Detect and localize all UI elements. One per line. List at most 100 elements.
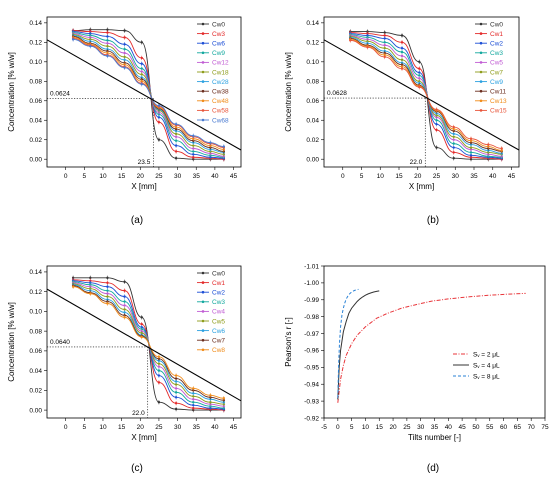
data-point bbox=[192, 406, 195, 410]
data-point bbox=[106, 285, 109, 288]
data-point bbox=[418, 74, 421, 77]
x-tick-label: 25 bbox=[155, 424, 163, 431]
data-point bbox=[123, 308, 126, 311]
legend-entry: Cw1 bbox=[490, 31, 503, 38]
legend-marker bbox=[201, 22, 205, 26]
x-tick-label: 40 bbox=[211, 173, 219, 180]
x-tick-label: 10 bbox=[377, 173, 385, 180]
data-point bbox=[106, 42, 109, 45]
legend-entry: Sᵥ = 8 μL bbox=[473, 374, 500, 381]
data-point bbox=[192, 156, 195, 159]
x-tick-label: 45 bbox=[459, 424, 467, 431]
legend-entry: Cw28 bbox=[212, 79, 229, 86]
data-point bbox=[123, 289, 126, 292]
legend-entry: Cw48 bbox=[212, 98, 229, 105]
data-point bbox=[106, 54, 109, 58]
x-tick-label: 40 bbox=[489, 173, 497, 180]
reference-line bbox=[324, 39, 519, 151]
y-tick-label: -0.93 bbox=[304, 398, 319, 405]
data-point bbox=[400, 50, 404, 54]
x-tick-label: -5 bbox=[321, 424, 327, 431]
data-point bbox=[174, 150, 178, 153]
data-point bbox=[123, 66, 126, 69]
data-point bbox=[123, 51, 126, 55]
data-point bbox=[106, 45, 109, 48]
legend-marker bbox=[201, 319, 205, 323]
series-line-cw12 bbox=[73, 33, 224, 157]
legend-marker bbox=[201, 329, 205, 332]
legend-marker bbox=[201, 348, 205, 352]
x-tick-label: 0 bbox=[64, 173, 68, 180]
data-point bbox=[89, 276, 92, 280]
reference-line bbox=[47, 288, 241, 402]
data-point bbox=[123, 55, 126, 59]
chart-panel-c: 0 5 10 15 20 25 30 35 40 45 0.00 0.02 0.04 0.06 0.08 0.… bbox=[7, 265, 242, 474]
y-tick-label: 0.12 bbox=[29, 40, 42, 47]
y-tick-label: 0.12 bbox=[29, 289, 42, 296]
x-tick-label: 50 bbox=[472, 424, 480, 431]
data-point bbox=[192, 150, 195, 153]
legend-marker bbox=[479, 109, 483, 112]
x-tick-label: 20 bbox=[137, 424, 145, 431]
data-point bbox=[400, 41, 404, 44]
data-point bbox=[435, 128, 438, 132]
data-point bbox=[192, 147, 195, 150]
legend-entry: Cw0 bbox=[212, 21, 225, 28]
data-point bbox=[123, 295, 126, 298]
x-axis-label: Tilts number [-] bbox=[408, 433, 461, 442]
legend-marker bbox=[479, 32, 483, 35]
y-tick-label: 0.10 bbox=[29, 59, 42, 66]
series-line-0 bbox=[337, 292, 526, 403]
series-line-cw38 bbox=[73, 36, 224, 152]
data-point bbox=[192, 395, 195, 398]
legend-entry: Cw15 bbox=[490, 108, 507, 115]
data-point bbox=[174, 401, 178, 405]
legend-marker bbox=[201, 32, 205, 35]
data-point bbox=[174, 122, 178, 126]
series-line-cw2 bbox=[350, 33, 502, 159]
data-point bbox=[123, 47, 126, 51]
x-tick-label: 0 bbox=[64, 424, 68, 431]
legend-entry: Sᵥ = 4 μL bbox=[473, 363, 500, 370]
x-tick-label: 25 bbox=[155, 173, 163, 180]
legend-entry: Cw68 bbox=[212, 117, 229, 124]
data-point bbox=[452, 142, 455, 145]
data-point bbox=[452, 146, 455, 149]
series-line-cw48 bbox=[73, 37, 224, 150]
y-axis-label: Concentration [% w/w] bbox=[7, 302, 16, 382]
data-point bbox=[123, 304, 126, 307]
data-point bbox=[140, 316, 143, 319]
data-point bbox=[89, 292, 92, 295]
y-tick-label: 0.14 bbox=[306, 20, 319, 27]
legend-marker bbox=[201, 300, 205, 304]
legend-entry: Cw5 bbox=[212, 318, 225, 325]
data-point bbox=[106, 39, 109, 42]
legend-marker bbox=[201, 338, 205, 342]
data-point bbox=[174, 383, 178, 386]
y-tick-label: 0.14 bbox=[29, 269, 42, 276]
data-point bbox=[140, 56, 143, 60]
data-point bbox=[209, 401, 212, 404]
data-point bbox=[140, 335, 143, 339]
legend-marker bbox=[479, 41, 483, 45]
panel-caption: (c) bbox=[131, 463, 143, 474]
data-point bbox=[157, 374, 161, 377]
data-point bbox=[123, 29, 126, 32]
x-tick-label: 20 bbox=[137, 173, 145, 180]
data-point bbox=[209, 141, 212, 144]
data-point bbox=[469, 154, 473, 157]
x-tick-label: 35 bbox=[193, 173, 201, 180]
y-tick-label: 0.08 bbox=[29, 79, 42, 86]
data-point bbox=[71, 285, 75, 288]
data-point bbox=[174, 135, 178, 139]
legend-marker bbox=[201, 61, 205, 64]
series-line-cw0 bbox=[73, 277, 224, 411]
data-point bbox=[106, 295, 109, 298]
legend-entry: Cw8 bbox=[212, 347, 225, 354]
plot-frame bbox=[323, 16, 520, 168]
data-point bbox=[106, 31, 109, 34]
legend-entry: Cw1 bbox=[212, 280, 225, 287]
data-point bbox=[157, 401, 161, 404]
x-tick-label: 30 bbox=[174, 173, 182, 180]
